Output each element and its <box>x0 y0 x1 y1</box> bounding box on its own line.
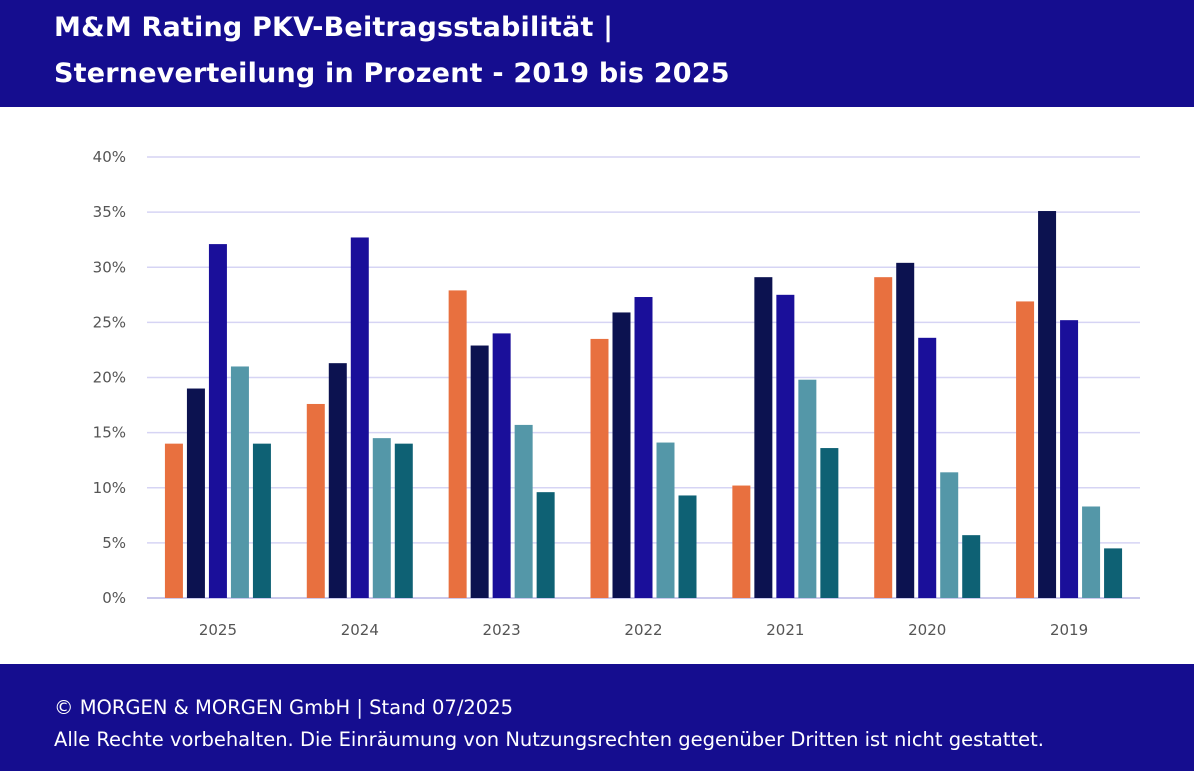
bar-2019-series-4 <box>1082 506 1101 598</box>
y-tick-label: 0% <box>102 589 126 607</box>
y-tick-label: 10% <box>93 479 126 497</box>
bar-2022-series-1 <box>590 338 609 598</box>
bar-2025-series-3 <box>208 244 227 598</box>
y-tick-label: 25% <box>93 313 126 331</box>
y-tick-label: 30% <box>93 258 126 276</box>
bar-2020-series-2 <box>896 262 915 598</box>
x-tick-label: 2020 <box>908 621 946 639</box>
bar-2025-series-1 <box>164 443 183 598</box>
bar-2022-series-2 <box>612 312 631 598</box>
bar-2022-series-5 <box>678 495 697 598</box>
bar-2021-series-1 <box>732 485 751 598</box>
bar-chart: 0% 5% 10% 15% 20% 25% 30% 35% 40% 2025 2024 2023 202… <box>93 148 1140 639</box>
y-tick-label: 5% <box>102 534 126 552</box>
y-tick-label: 35% <box>93 203 126 221</box>
bar-2022-series-4 <box>656 442 675 598</box>
bar-2023-series-1 <box>448 290 467 598</box>
x-tick-label: 2019 <box>1050 621 1088 639</box>
bar-2019-series-3 <box>1060 320 1079 598</box>
bar-2019-series-1 <box>1016 301 1035 598</box>
bar-2019-series-2 <box>1038 211 1057 598</box>
x-tick-label: 2021 <box>766 621 804 639</box>
header: M&M Rating PKV-Beitragsstabilität | Ster… <box>0 0 1194 107</box>
x-tick-label: 2025 <box>199 621 237 639</box>
bar-2021-series-3 <box>776 294 795 598</box>
bar-2024-series-1 <box>306 403 325 598</box>
x-tick-label: 2022 <box>624 621 662 639</box>
bar-2020-series-4 <box>940 472 959 598</box>
x-tick-label: 2023 <box>483 621 521 639</box>
bar-2023-series-3 <box>492 333 511 598</box>
bar-2025-series-5 <box>252 443 271 598</box>
bar-2020-series-1 <box>874 277 893 598</box>
bar-2024-series-5 <box>394 443 413 598</box>
x-tick-label: 2024 <box>341 621 379 639</box>
bar-2021-series-4 <box>798 379 817 598</box>
bar-2020-series-5 <box>962 535 981 598</box>
rights-text: Alle Rechte vorbehalten. Die Einräumung … <box>54 728 1045 751</box>
chart-title-line1: M&M Rating PKV-Beitragsstabilität | <box>54 12 614 43</box>
bar-2022-series-3 <box>634 297 653 598</box>
bar-2020-series-3 <box>918 337 937 598</box>
bar-2024-series-4 <box>372 438 391 598</box>
bar-2024-series-3 <box>350 237 369 599</box>
bar-2025-series-4 <box>230 366 249 598</box>
copyright-text: © MORGEN & MORGEN GmbH | Stand 07/2025 <box>54 696 514 719</box>
bar-2023-series-2 <box>470 345 489 598</box>
y-tick-label: 15% <box>93 424 126 442</box>
y-tick-label: 20% <box>93 369 126 387</box>
chart-title-line2: Sterneverteilung in Prozent - 2019 bis 2… <box>54 58 730 89</box>
bar-2021-series-5 <box>820 448 839 598</box>
bar-2024-series-2 <box>328 363 347 598</box>
bar-2023-series-5 <box>536 492 555 598</box>
bar-2021-series-2 <box>754 277 773 598</box>
footer: © MORGEN & MORGEN GmbH | Stand 07/2025 A… <box>0 664 1194 771</box>
bar-2019-series-5 <box>1104 548 1123 598</box>
y-tick-label: 40% <box>93 148 126 166</box>
bar-2025-series-2 <box>186 388 205 598</box>
bar-2023-series-4 <box>514 424 533 598</box>
